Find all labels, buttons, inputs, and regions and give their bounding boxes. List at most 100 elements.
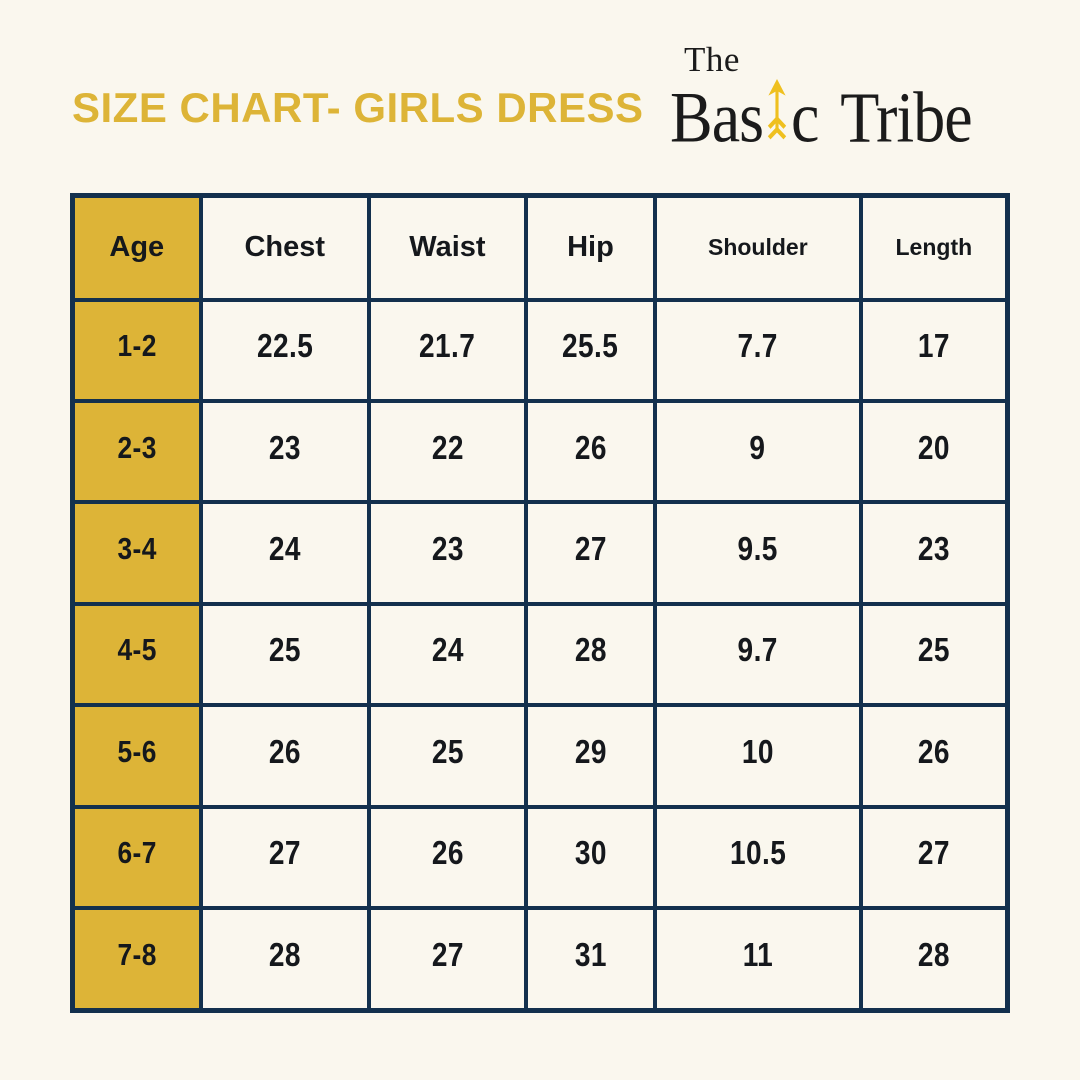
- hip-value: 28: [574, 631, 607, 669]
- chest-cell: 22.5: [198, 297, 371, 403]
- chest-cell: 24: [198, 500, 371, 606]
- length-cell: 17: [858, 297, 1010, 403]
- shoulder-cell: 7.7: [652, 297, 863, 403]
- age-value: 5-6: [117, 733, 157, 769]
- length-value: 27: [917, 834, 950, 872]
- chest-cell: 23: [198, 398, 371, 505]
- hip-cell: 27: [523, 500, 657, 606]
- length-value: 23: [917, 530, 950, 568]
- chest-value: 28: [268, 936, 301, 974]
- shoulder-cell: 10: [652, 703, 863, 809]
- column-header-length: Length: [858, 193, 1010, 302]
- page-title: SIZE CHART- GIRLS DRESS: [72, 84, 644, 131]
- length-cell: 23: [858, 500, 1010, 606]
- hip-cell: 25.5: [523, 297, 657, 403]
- column-header-hip: Hip: [523, 193, 657, 302]
- length-value: 28: [917, 936, 950, 974]
- shoulder-cell: 9.5: [652, 500, 863, 606]
- length-value: 20: [917, 428, 950, 466]
- shoulder-cell: 9.7: [652, 601, 863, 708]
- waist-cell: 27: [366, 906, 528, 1013]
- shoulder-value: 7.7: [737, 327, 778, 365]
- length-cell: 20: [858, 398, 1010, 505]
- column-header-waist: Waist: [366, 193, 528, 302]
- waist-cell: 22: [366, 398, 528, 505]
- shoulder-value: 9: [749, 428, 766, 466]
- table-row: 6-7 27 26 30 10.5 27: [70, 804, 1010, 911]
- shoulder-cell: 9: [652, 398, 863, 505]
- table-row: 7-8 28 27 31 11 28: [70, 906, 1010, 1013]
- age-cell: 5-6: [70, 703, 203, 809]
- age-cell: 2-3: [70, 398, 203, 505]
- logo-text-start: Bas: [670, 77, 764, 158]
- brand-logo: The Bas c Tribe: [670, 40, 973, 153]
- length-cell: 28: [858, 906, 1010, 1013]
- hip-value: 30: [574, 834, 607, 872]
- size-table: Age Chest Waist Hip Shoulder Length 1-2 …: [70, 193, 1010, 1013]
- table-row: 3-4 24 23 27 9.5 23: [70, 500, 1010, 606]
- hip-value: 29: [574, 732, 607, 770]
- age-value: 2-3: [117, 429, 157, 465]
- age-value: 4-5: [117, 632, 157, 668]
- hip-cell: 31: [523, 906, 657, 1013]
- column-header-age: Age: [70, 193, 203, 302]
- age-cell: 4-5: [70, 601, 203, 708]
- logo-text-end: c Tribe: [791, 77, 973, 158]
- chest-cell: 27: [198, 804, 371, 911]
- logo-word-the: The: [684, 40, 740, 79]
- age-cell: 1-2: [70, 297, 203, 403]
- hip-value: 31: [574, 936, 607, 974]
- waist-cell: 24: [366, 601, 528, 708]
- waist-value: 25: [431, 732, 464, 770]
- table-row: 4-5 25 24 28 9.7 25: [70, 601, 1010, 708]
- table-row: 1-2 22.5 21.7 25.5 7.7 17: [70, 297, 1010, 403]
- hip-cell: 30: [523, 804, 657, 911]
- header-row: Age Chest Waist Hip Shoulder Length: [70, 193, 1010, 302]
- shoulder-value: 10: [741, 732, 774, 770]
- shoulder-value: 11: [742, 936, 774, 974]
- shoulder-value: 9.7: [737, 631, 778, 669]
- length-value: 25: [917, 631, 950, 669]
- hip-cell: 29: [523, 703, 657, 809]
- hip-value: 25.5: [562, 327, 619, 365]
- hip-value: 26: [574, 428, 607, 466]
- chest-cell: 25: [198, 601, 371, 708]
- hip-value: 27: [574, 530, 607, 568]
- waist-cell: 25: [366, 703, 528, 809]
- length-cell: 27: [858, 804, 1010, 911]
- shoulder-value: 10.5: [729, 834, 786, 872]
- waist-cell: 26: [366, 804, 528, 911]
- length-cell: 25: [858, 601, 1010, 708]
- chest-cell: 26: [198, 703, 371, 809]
- up-arrow-icon: [767, 79, 787, 140]
- shoulder-cell: 10.5: [652, 804, 863, 911]
- age-value: 3-4: [117, 531, 157, 567]
- age-value: 7-8: [117, 937, 157, 973]
- length-value: 26: [917, 732, 950, 770]
- age-cell: 3-4: [70, 500, 203, 606]
- age-value: 6-7: [117, 835, 157, 871]
- length-value: 17: [917, 327, 950, 365]
- logo-word-basic-tribe: Bas c Tribe: [670, 79, 973, 154]
- chest-value: 24: [268, 530, 301, 568]
- waist-value: 23: [431, 530, 464, 568]
- column-header-chest: Chest: [198, 193, 371, 302]
- hip-cell: 28: [523, 601, 657, 708]
- age-cell: 7-8: [70, 906, 203, 1013]
- shoulder-value: 9.5: [737, 530, 778, 568]
- waist-value: 21.7: [419, 327, 476, 365]
- table-row: 2-3 23 22 26 9 20: [70, 398, 1010, 505]
- age-cell: 6-7: [70, 804, 203, 911]
- shoulder-cell: 11: [652, 906, 863, 1013]
- chest-cell: 28: [198, 906, 371, 1013]
- waist-value: 22: [431, 428, 464, 466]
- waist-cell: 21.7: [366, 297, 528, 403]
- chest-value: 23: [268, 428, 301, 466]
- length-cell: 26: [858, 703, 1010, 809]
- chest-value: 25: [268, 631, 301, 669]
- chest-value: 27: [268, 834, 301, 872]
- age-value: 1-2: [117, 328, 157, 364]
- waist-value: 24: [431, 631, 464, 669]
- waist-cell: 23: [366, 500, 528, 606]
